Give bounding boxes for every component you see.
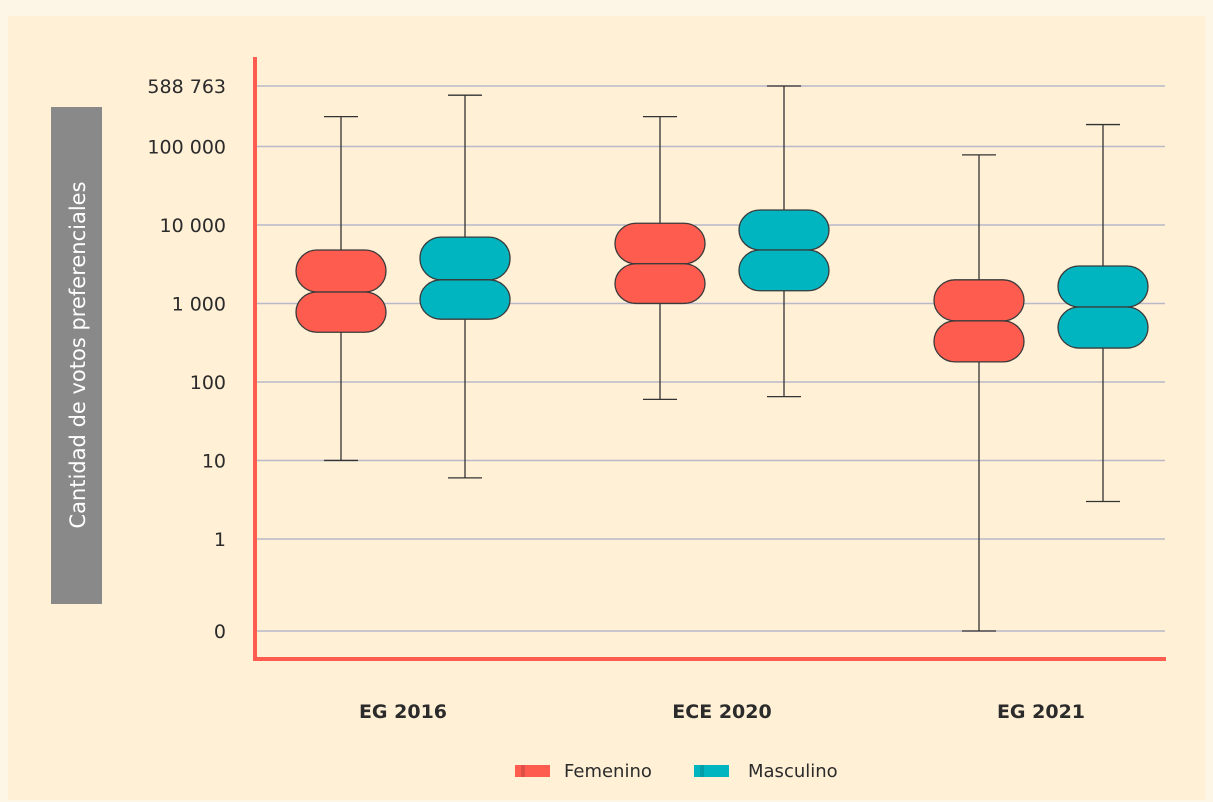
box-lower-quartile bbox=[933, 320, 1025, 363]
box-lower-quartile bbox=[738, 249, 830, 292]
legend-swatch-accent bbox=[700, 765, 704, 777]
box-lower-quartile bbox=[614, 263, 706, 305]
y-axis-title: Cantidad de votos preferenciales bbox=[51, 107, 102, 604]
box-masculino-eg-2021 bbox=[1057, 123, 1149, 503]
y-tick-label: 100 bbox=[190, 372, 226, 394]
box-upper-quartile bbox=[419, 236, 511, 281]
x-axis-category-labels: EG 2016 ECE 2020 EG 2021 bbox=[359, 701, 1085, 723]
legend-item-masculino: Masculino bbox=[694, 761, 838, 782]
x-category-label: EG 2021 bbox=[997, 701, 1085, 723]
x-category-label: EG 2016 bbox=[359, 701, 447, 723]
box-upper-quartile bbox=[614, 222, 706, 265]
box-upper-quartile bbox=[933, 279, 1025, 322]
y-tick-label: 10 bbox=[202, 450, 226, 472]
y-tick-label: 588 763 bbox=[147, 76, 226, 98]
legend-swatch-accent bbox=[521, 765, 525, 777]
box-lower-quartile bbox=[419, 279, 511, 320]
legend: Femenino Masculino bbox=[515, 761, 838, 782]
box-femenino-ece-2020 bbox=[614, 115, 706, 401]
axes bbox=[253, 57, 1166, 661]
legend-swatch bbox=[694, 765, 729, 777]
legend-label: Femenino bbox=[564, 761, 652, 782]
y-axis-title-background bbox=[51, 107, 102, 604]
box-plot-series bbox=[295, 85, 1149, 632]
box-femenino-eg-2016 bbox=[295, 115, 387, 462]
y-tick-label: 10 000 bbox=[160, 215, 226, 237]
box-masculino-eg-2016 bbox=[419, 94, 511, 479]
box-femenino-eg-2021 bbox=[933, 154, 1025, 632]
box-masculino-ece-2020 bbox=[738, 85, 830, 398]
y-axis-tick-labels: 0 1 10 100 1 000 10 000 100 000 588 763 bbox=[147, 76, 226, 643]
y-tick-label: 100 000 bbox=[147, 136, 226, 158]
legend-label: Masculino bbox=[748, 761, 838, 782]
box-upper-quartile bbox=[295, 249, 387, 293]
x-category-label: ECE 2020 bbox=[672, 701, 771, 723]
legend-item-femenino: Femenino bbox=[515, 761, 652, 782]
box-upper-quartile bbox=[1057, 265, 1149, 308]
box-lower-quartile bbox=[1057, 306, 1149, 349]
legend-swatch bbox=[515, 765, 550, 777]
y-tick-label: 1 000 bbox=[172, 293, 226, 315]
y-tick-label: 0 bbox=[214, 621, 226, 643]
box-upper-quartile bbox=[738, 209, 830, 251]
box-lower-quartile bbox=[295, 291, 387, 333]
gridlines bbox=[257, 85, 1165, 632]
y-tick-label: 1 bbox=[214, 529, 226, 551]
y-axis-title-text: Cantidad de votos preferenciales bbox=[66, 181, 90, 528]
